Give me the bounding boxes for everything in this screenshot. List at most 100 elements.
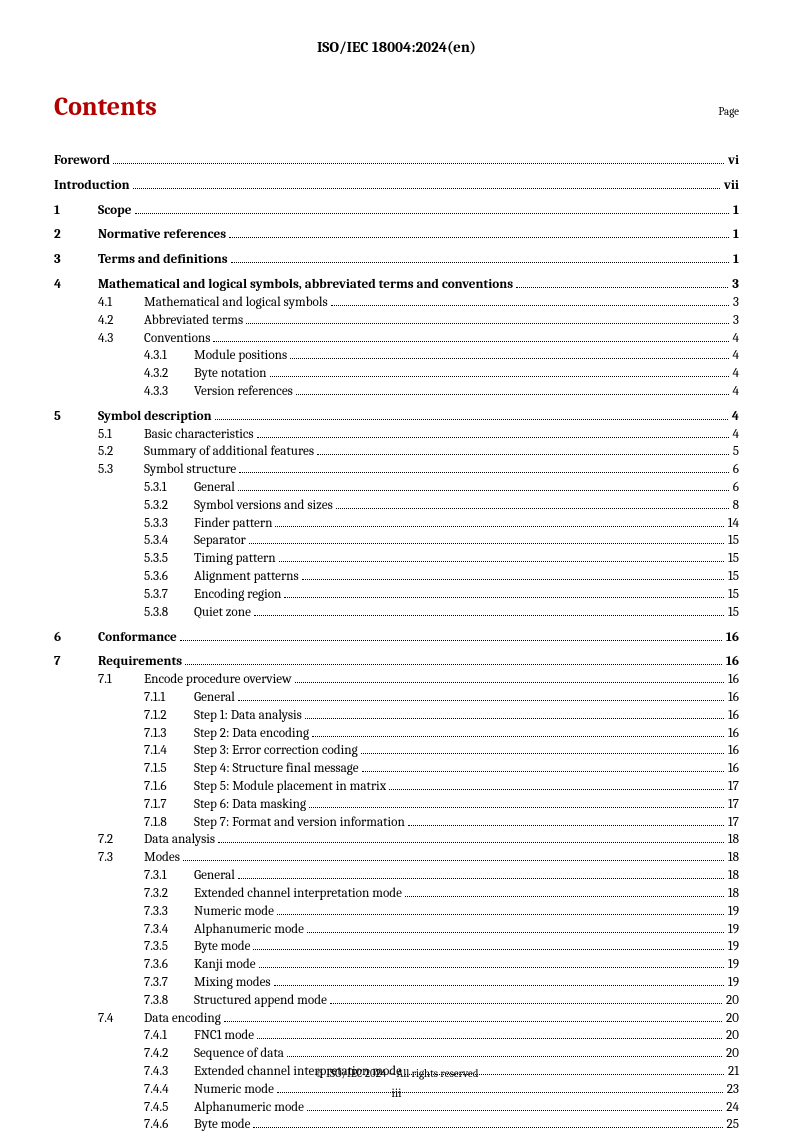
toc-entry[interactable]: 7.3.3Numeric mode19 [54,903,739,921]
toc-entry[interactable]: 5.3Symbol structure6 [54,461,739,479]
toc-entry[interactable]: 3Terms and definitions1 [54,251,739,269]
toc-entry[interactable]: 7.1.1General16 [54,689,739,707]
toc-page-number: 18 [726,867,739,885]
toc-entry[interactable]: 7.1.4Step 3: Error correction coding16 [54,742,739,760]
toc-entry[interactable]: 7.3.7Mixing modes19 [54,974,739,992]
toc-entry[interactable]: 5.1Basic characteristics4 [54,426,739,444]
leader-dots [408,825,724,826]
toc-entry[interactable]: 7.1.2Step 1: Data analysis16 [54,707,739,725]
toc-entry[interactable]: 2Normative references1 [54,226,739,244]
toc-subsection-number: 7.2 [98,831,144,849]
toc-page-number: 17 [726,796,739,814]
toc-title: General [194,689,235,707]
toc-page-number: 4 [731,383,740,401]
toc-entry[interactable]: 7.4.1FNC1 mode20 [54,1027,739,1045]
toc-entry[interactable]: 4.3Conventions4 [54,330,739,348]
toc-entry[interactable]: 5.3.5Timing pattern15 [54,550,739,568]
toc-entry[interactable]: 4.3.1Module positions4 [54,347,739,365]
toc-title: Mathematical and logical symbols, abbrev… [98,276,513,294]
leader-dots [389,789,724,790]
leader-dots [183,860,724,861]
toc-page-number: 4 [731,330,740,348]
toc-entry[interactable]: 7.3.4Alphanumeric mode19 [54,921,739,939]
toc-entry[interactable]: 7.1.7Step 6: Data masking17 [54,796,739,814]
toc-title: Data encoding [144,1010,221,1028]
toc-title: General [194,479,235,497]
toc-entry[interactable]: 7.3.1General18 [54,867,739,885]
toc-entry[interactable]: 4.1Mathematical and logical symbols3 [54,294,739,312]
toc-title: Conformance [98,629,177,647]
toc-subsubsection-number: 7.1.7 [144,796,194,814]
toc-entry[interactable]: 4.3.2Byte notation4 [54,365,739,383]
toc-entry[interactable]: 7.3.6Kanji mode19 [54,956,739,974]
toc-page-number: 18 [726,849,739,867]
toc-entry[interactable]: 5.3.8Quiet zone15 [54,604,739,622]
toc-entry[interactable]: 7.4Data encoding20 [54,1010,739,1028]
toc-entry[interactable]: 5.3.6Alignment patterns15 [54,568,739,586]
toc-entry[interactable]: 7.1.8Step 7: Format and version informat… [54,814,739,832]
toc-entry[interactable]: 5.3.4Separator15 [54,532,739,550]
toc-subsubsection-number: 7.3.1 [144,867,194,885]
toc-title: Requirements [98,653,182,671]
leader-dots [275,526,723,527]
toc-entry[interactable]: 7.3.2Extended channel interpretation mod… [54,885,739,903]
toc-title: Introduction [54,177,130,195]
toc-entry[interactable]: 7.3.5Byte mode19 [54,938,739,956]
toc-entry[interactable]: 5.3.1General6 [54,479,739,497]
leader-dots [305,718,724,719]
leader-dots [309,807,724,808]
toc-entry[interactable]: 5.3.7Encoding region15 [54,586,739,604]
toc-entry[interactable]: 6Conformance16 [54,629,739,647]
leader-dots [253,949,723,950]
toc-subsubsection-number: 7.3.3 [144,903,194,921]
toc-entry[interactable]: 7.3Modes18 [54,849,739,867]
toc-entry[interactable]: 4Mathematical and logical symbols, abbre… [54,276,739,294]
toc-subsubsection-number: 7.1.8 [144,814,194,832]
toc-entry[interactable]: 4.3.3Version references4 [54,383,739,401]
leader-dots [287,1056,722,1057]
toc-title: Encode procedure overview [144,671,292,689]
leader-dots [135,213,729,214]
leader-dots [229,237,729,238]
toc-title: Abbreviated terms [144,312,243,330]
toc-entry[interactable]: Forewordvi [54,152,739,170]
toc-subsubsection-number: 5.3.2 [144,497,194,515]
toc-page-number: 1 [731,202,739,220]
toc-entry[interactable]: 5Symbol description4 [54,408,739,426]
toc-entry[interactable]: 7.4.6Byte mode25 [54,1116,739,1134]
toc-subsubsection-number: 5.3.4 [144,532,194,550]
toc-entry[interactable]: 7.1.6Step 5: Module placement in matrix1… [54,778,739,796]
toc-title: FNC1 mode [194,1027,254,1045]
toc-entry[interactable]: 7.4.2Sequence of data20 [54,1045,739,1063]
toc-title: Data analysis [144,831,215,849]
toc-entry[interactable]: 7.1.5Step 4: Structure final message16 [54,760,739,778]
contents-heading: Contents [54,92,157,122]
toc-title: Step 5: Module placement in matrix [194,778,386,796]
toc-page-number: 16 [724,629,739,647]
toc-page-number: 18 [726,831,739,849]
toc-page-number: 18 [726,885,739,903]
toc-entry[interactable]: 5.3.2Symbol versions and sizes8 [54,497,739,515]
toc-entry[interactable]: 7Requirements16 [54,653,739,671]
toc-entry[interactable]: 5.3.3Finder pattern14 [54,515,739,533]
toc-entry[interactable]: Introductionvii [54,177,739,195]
toc-entry[interactable]: 7.1.3Step 2: Data encoding16 [54,725,739,743]
leader-dots [259,967,724,968]
toc-title: Symbol description [98,408,212,426]
toc-page-number: 19 [726,938,739,956]
toc-entry[interactable]: 1Scope1 [54,202,739,220]
toc-entry[interactable]: 5.2Summary of additional features5 [54,443,739,461]
toc-entry[interactable]: 7.1Encode procedure overview16 [54,671,739,689]
leader-dots [113,163,724,164]
toc-subsubsection-number: 7.4.6 [144,1116,194,1134]
toc-title: Mathematical and logical symbols [144,294,328,312]
toc-subsubsection-number: 4.3.3 [144,383,194,401]
toc-entry[interactable]: 7.3.8Structured append mode20 [54,992,739,1010]
leader-dots [213,341,728,342]
toc-entry[interactable]: 7.2Data analysis 18 [54,831,739,849]
toc-page-number: 14 [726,515,739,533]
toc-entry[interactable]: 4.2Abbreviated terms3 [54,312,739,330]
toc-subsection-number: 5.1 [98,426,144,444]
toc-entry[interactable]: 7.4.5Alphanumeric mode24 [54,1099,739,1117]
toc-subsection-number: 5.3 [98,461,144,479]
